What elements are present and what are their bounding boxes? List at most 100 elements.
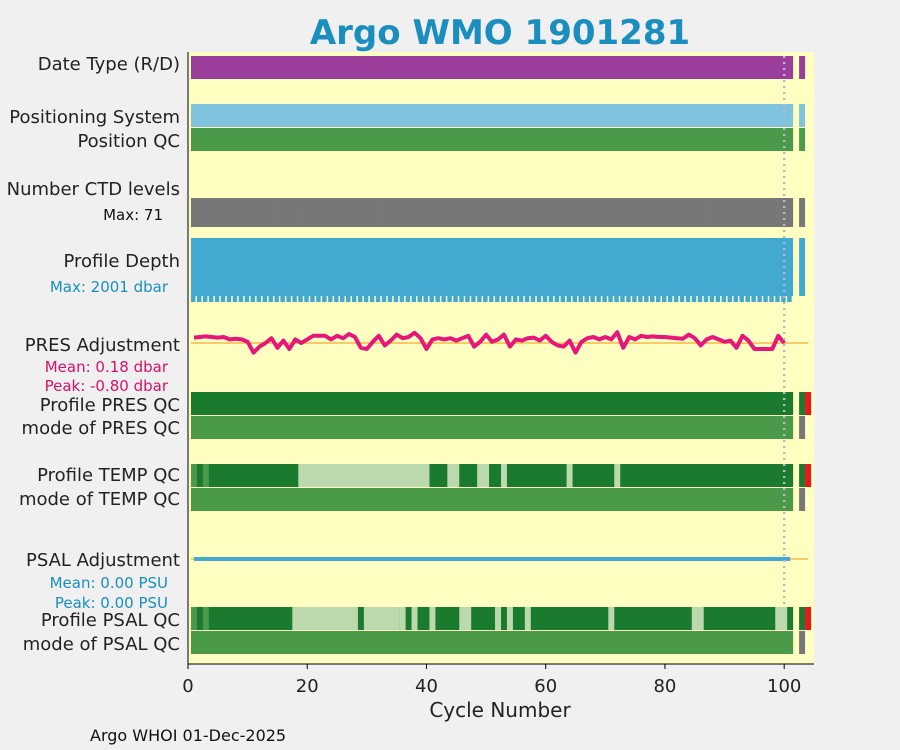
- profile-depth-cycle: [387, 296, 393, 302]
- mode-psal-qc-bar-last: [799, 631, 806, 654]
- ctd-max-label: Max: 71: [103, 206, 163, 224]
- ctd-levels-dip: [292, 201, 299, 227]
- x-tick-label: 60: [534, 676, 557, 697]
- profile-depth-cycle: [685, 296, 691, 302]
- profile-depth-cycle: [322, 296, 327, 302]
- profile-depth-cycle: [417, 296, 423, 302]
- profile-psal-qc-bar-last: [799, 607, 806, 630]
- row-label-mode-temp-qc: mode of TEMP QC: [19, 489, 180, 510]
- profile-depth-cycle: [763, 296, 768, 302]
- x-tick-label: 80: [653, 676, 676, 697]
- pres-adjustment-series: [193, 330, 786, 355]
- profile-psal-qc-bad: [805, 607, 812, 630]
- profile-depth-cycle: [340, 296, 345, 302]
- temp-qc-segment-light: [501, 464, 507, 487]
- psal-qc-segment-light: [429, 607, 436, 630]
- profile-depth-cycle: [429, 296, 434, 302]
- profile-depth-cycle: [226, 296, 232, 302]
- profile-depth-cycle: [709, 296, 715, 302]
- profile-depth-cycle: [202, 296, 208, 302]
- profile-depth-cycle: [369, 296, 375, 302]
- psal-qc-segment-light: [524, 607, 531, 630]
- psal-qc-segment-light: [608, 607, 615, 630]
- chart-title: Argo WMO 1901281: [310, 13, 690, 53]
- profile-depth-cycle: [506, 296, 512, 302]
- profile-depth-cycle: [262, 296, 267, 302]
- row-label-positioning: Positioning System: [9, 107, 180, 128]
- profile-depth-cycle: [334, 296, 339, 302]
- profile-depth-bar: [190, 238, 794, 296]
- row-label-profile-depth: Profile Depth: [63, 251, 180, 272]
- temp-qc-segment-light: [447, 464, 460, 487]
- row-label-psal-adjustment: PSAL Adjustment: [26, 550, 180, 571]
- profile-depth-cycle: [357, 296, 363, 302]
- profile-depth-cycle: [572, 296, 578, 302]
- profile-depth-cycle: [483, 296, 488, 302]
- profile-depth-cycle: [435, 296, 440, 302]
- profile-depth-cycle: [232, 296, 238, 302]
- profile-depth-cycle: [471, 296, 476, 302]
- positioning-bar: [190, 104, 794, 127]
- profile-depth-cycle: [727, 296, 733, 302]
- profile-depth-cycle: [769, 296, 774, 302]
- profile-depth-cycle: [673, 296, 679, 302]
- profile-depth-cycle: [703, 296, 709, 302]
- profile-depth-cycle: [298, 296, 303, 302]
- profile-depth-cycle: [477, 296, 482, 302]
- profile-depth-cycle: [393, 296, 399, 302]
- profile-depth-cycle: [679, 296, 685, 302]
- footer-label: Argo WHOI 01-Dec-2025: [90, 726, 286, 745]
- profile-depth-cycle: [721, 296, 727, 302]
- profile-depth-cycle: [190, 296, 196, 302]
- row-label-profile-psal-qc: Profile PSAL QC: [41, 610, 180, 631]
- row-label-ctd-levels: Number CTD levels: [7, 179, 180, 200]
- profile-depth-cycle: [518, 296, 524, 302]
- profile-depth-cycle: [697, 296, 703, 302]
- position-qc-bar-last: [799, 128, 806, 151]
- profile-depth-cycle: [441, 296, 446, 302]
- temp-qc-segment-light: [614, 464, 621, 487]
- profile-temp-qc-bar-last: [799, 464, 806, 487]
- profile-depth-cycle: [733, 296, 738, 302]
- profile-depth-bar-last: [799, 238, 806, 296]
- row-label-mode-pres-qc: mode of PRES QC: [22, 418, 180, 439]
- profile-depth-cycle: [363, 296, 369, 302]
- profile-depth-cycle: [638, 296, 643, 302]
- mode-psal-qc-bar: [190, 631, 794, 654]
- x-tick-label: 40: [415, 676, 438, 697]
- ctd-levels-dip: [709, 198, 716, 227]
- profile-depth-cycle: [304, 296, 309, 302]
- temp-qc-segment-light: [477, 464, 490, 487]
- ctd-levels-bar-last: [799, 198, 806, 227]
- row-label-profile-pres-qc: Profile PRES QC: [40, 395, 180, 416]
- profile-depth-cycle: [608, 296, 613, 302]
- psal-qc-segment-light: [506, 607, 513, 630]
- profile-depth-cycle: [351, 296, 357, 302]
- profile-depth-cycle: [644, 296, 649, 302]
- profile-depth-cycle: [751, 296, 756, 302]
- psal-qc-segment-mid: [190, 607, 197, 630]
- profile-depth-cycle: [399, 296, 405, 302]
- row-label-date-type: Date Type (R/D): [38, 54, 180, 75]
- x-tick-label: 20: [296, 676, 319, 697]
- profile-depth-cycle: [208, 296, 214, 302]
- pres-mean-label: Mean: 0.18 dbar: [45, 358, 169, 376]
- profile-depth-cycle: [501, 296, 506, 302]
- profile-pres-qc-bar: [190, 392, 794, 415]
- ctd-levels-dip: [375, 199, 382, 227]
- profile-depth-cycle: [310, 296, 315, 302]
- ctd-levels-dip: [268, 199, 275, 227]
- profile-depth-cycle: [375, 296, 381, 302]
- profile-depth-cycle: [667, 296, 673, 302]
- profile-depth-cycle: [530, 296, 536, 302]
- profile-depth-cycle: [238, 296, 244, 302]
- profile-depth-cycle: [196, 296, 202, 302]
- pres-peak-label: Peak: -0.80 dbar: [45, 377, 169, 395]
- ctd-levels-dip: [542, 198, 549, 227]
- plot-area: [188, 52, 814, 664]
- profile-depth-cycle: [268, 296, 273, 302]
- mode-temp-qc-bar-last: [799, 488, 806, 511]
- profile-depth-cycle: [244, 296, 250, 302]
- profile-depth-cycle: [411, 296, 417, 302]
- profile-depth-cycle: [548, 296, 554, 302]
